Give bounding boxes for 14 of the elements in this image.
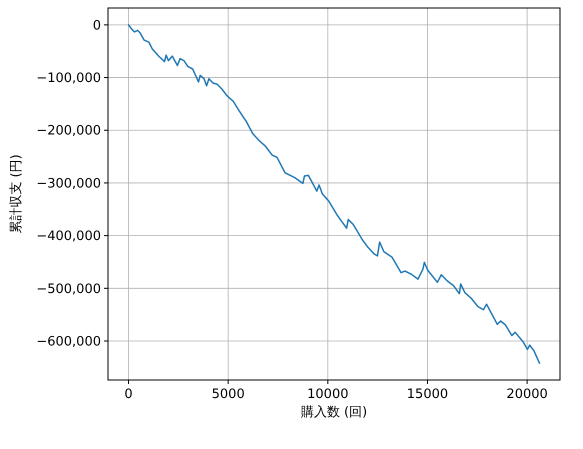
x-tick-label: 15000 bbox=[406, 387, 448, 402]
x-tick-label: 20000 bbox=[506, 387, 548, 402]
y-axis-title: 累計収支 (円) bbox=[9, 154, 24, 234]
y-tick-label: −200,000 bbox=[36, 124, 101, 139]
x-tick-label: 5000 bbox=[212, 387, 245, 402]
x-tick-label: 0 bbox=[124, 387, 133, 402]
y-tick-label: −300,000 bbox=[36, 176, 101, 192]
y-tick-label: −100,000 bbox=[36, 71, 101, 86]
y-tick-label: 0 bbox=[92, 18, 101, 34]
y-tick-label: −400,000 bbox=[36, 229, 101, 244]
y-tick-label: −600,000 bbox=[36, 334, 101, 350]
x-tick-label: 10000 bbox=[307, 387, 348, 402]
y-tick-label: −500,000 bbox=[36, 282, 101, 297]
x-axis-title: 購入数 (回) bbox=[300, 405, 368, 420]
